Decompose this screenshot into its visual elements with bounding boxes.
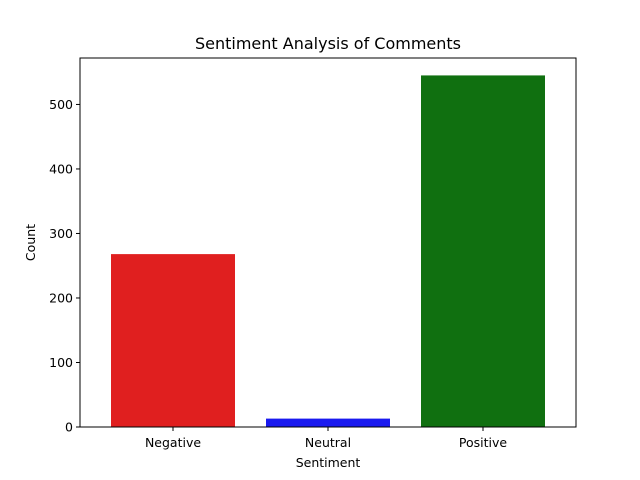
y-tick-label: 200 (49, 290, 73, 305)
x-axis: Negative Neutral Positive (145, 427, 507, 450)
bar-negative (111, 254, 235, 427)
y-tick-label: 500 (49, 97, 73, 112)
x-tick-label-neutral: Neutral (305, 435, 351, 450)
chart-title: Sentiment Analysis of Comments (195, 34, 461, 53)
plot-area (111, 75, 545, 428)
y-tick-label: 0 (65, 420, 73, 435)
y-tick-label: 100 (49, 355, 73, 370)
x-axis-label: Sentiment (296, 455, 361, 470)
bar-neutral (266, 418, 390, 427)
plot-frame (79, 57, 577, 428)
y-tick-label: 400 (49, 161, 73, 176)
bar-positive (421, 75, 545, 428)
x-tick-label-negative: Negative (145, 435, 201, 450)
y-axis-label: Count (23, 224, 38, 261)
x-tick-label-positive: Positive (459, 435, 507, 450)
y-tick-label: 300 (49, 226, 73, 241)
y-axis: 0 100 200 300 400 500 (49, 97, 80, 435)
